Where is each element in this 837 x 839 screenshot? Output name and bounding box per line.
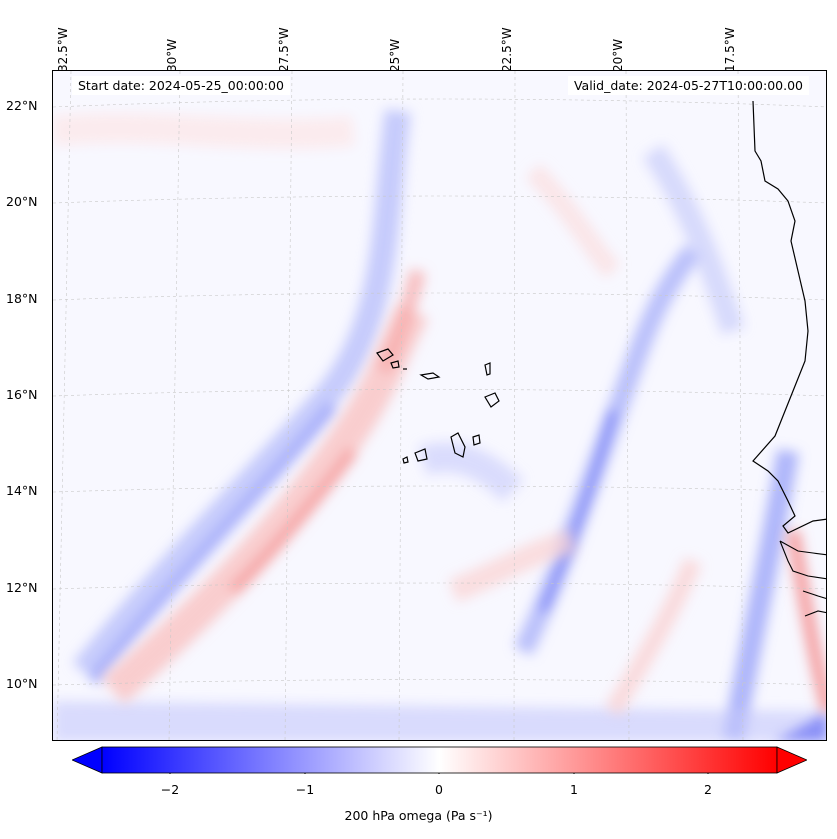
colorbar-max-extension — [776, 746, 809, 774]
island-boa-vista — [484, 392, 500, 408]
colorbar-tick-2: 2 — [704, 782, 712, 797]
lat-label-16n: 16°N — [6, 387, 38, 402]
lon-label-22-5w: 22.5°W — [500, 27, 514, 72]
island-sao-nicolau — [419, 372, 441, 380]
lon-label-17-5w: 17.5°W — [723, 27, 737, 72]
colorbar-tick-neg2: −2 — [160, 782, 180, 797]
lon-label-25w: 25°W — [388, 38, 402, 72]
lat-label-22n: 22°N — [6, 98, 38, 113]
graticule — [53, 71, 826, 740]
lon-label-30w: 30°W — [165, 38, 179, 72]
colorbar-tick-neg1: −1 — [295, 782, 315, 797]
island-fogo — [414, 448, 428, 462]
colorbar-gradient — [101, 746, 778, 774]
colorbar — [70, 746, 809, 777]
island-sal — [484, 362, 491, 376]
lon-label-32-5w: 32.5°W — [56, 27, 70, 72]
african-coastline — [752, 100, 826, 534]
island-sao-vicente — [390, 360, 400, 369]
lon-label-20w: 20°W — [611, 38, 625, 72]
colorbar-tick-0: 0 — [435, 782, 443, 797]
colorbar-label: 200 hPa omega (Pa s⁻¹) — [344, 808, 493, 823]
island-santiago — [450, 432, 466, 458]
valid-date-label: Valid_date: 2024-05-27T10:00:00.00 — [567, 76, 809, 95]
lat-label-10n: 10°N — [6, 676, 38, 691]
lon-label-27-5w: 27.5°W — [277, 27, 291, 72]
island-santo-antao — [376, 348, 394, 362]
positive-omega-bands — [53, 113, 826, 716]
map-panel — [52, 70, 827, 741]
cape-verde-islands — [376, 348, 500, 464]
colorbar-tick-1: 1 — [570, 782, 578, 797]
island-maio — [472, 434, 481, 446]
colorbar-min-extension — [70, 746, 103, 774]
colorbar-graphic — [70, 746, 809, 777]
start-date-label: Start date: 2024-05-25_00:00:00 — [72, 76, 290, 95]
lat-label-12n: 12°N — [6, 580, 38, 595]
senegambia-coastline — [779, 540, 826, 617]
negative-omega-bands — [53, 109, 826, 740]
island-brava — [402, 456, 409, 464]
lat-label-18n: 18°N — [6, 291, 38, 306]
lat-label-14n: 14°N — [6, 483, 38, 498]
lat-label-20n: 20°N — [6, 194, 38, 209]
omega-field — [53, 71, 826, 740]
